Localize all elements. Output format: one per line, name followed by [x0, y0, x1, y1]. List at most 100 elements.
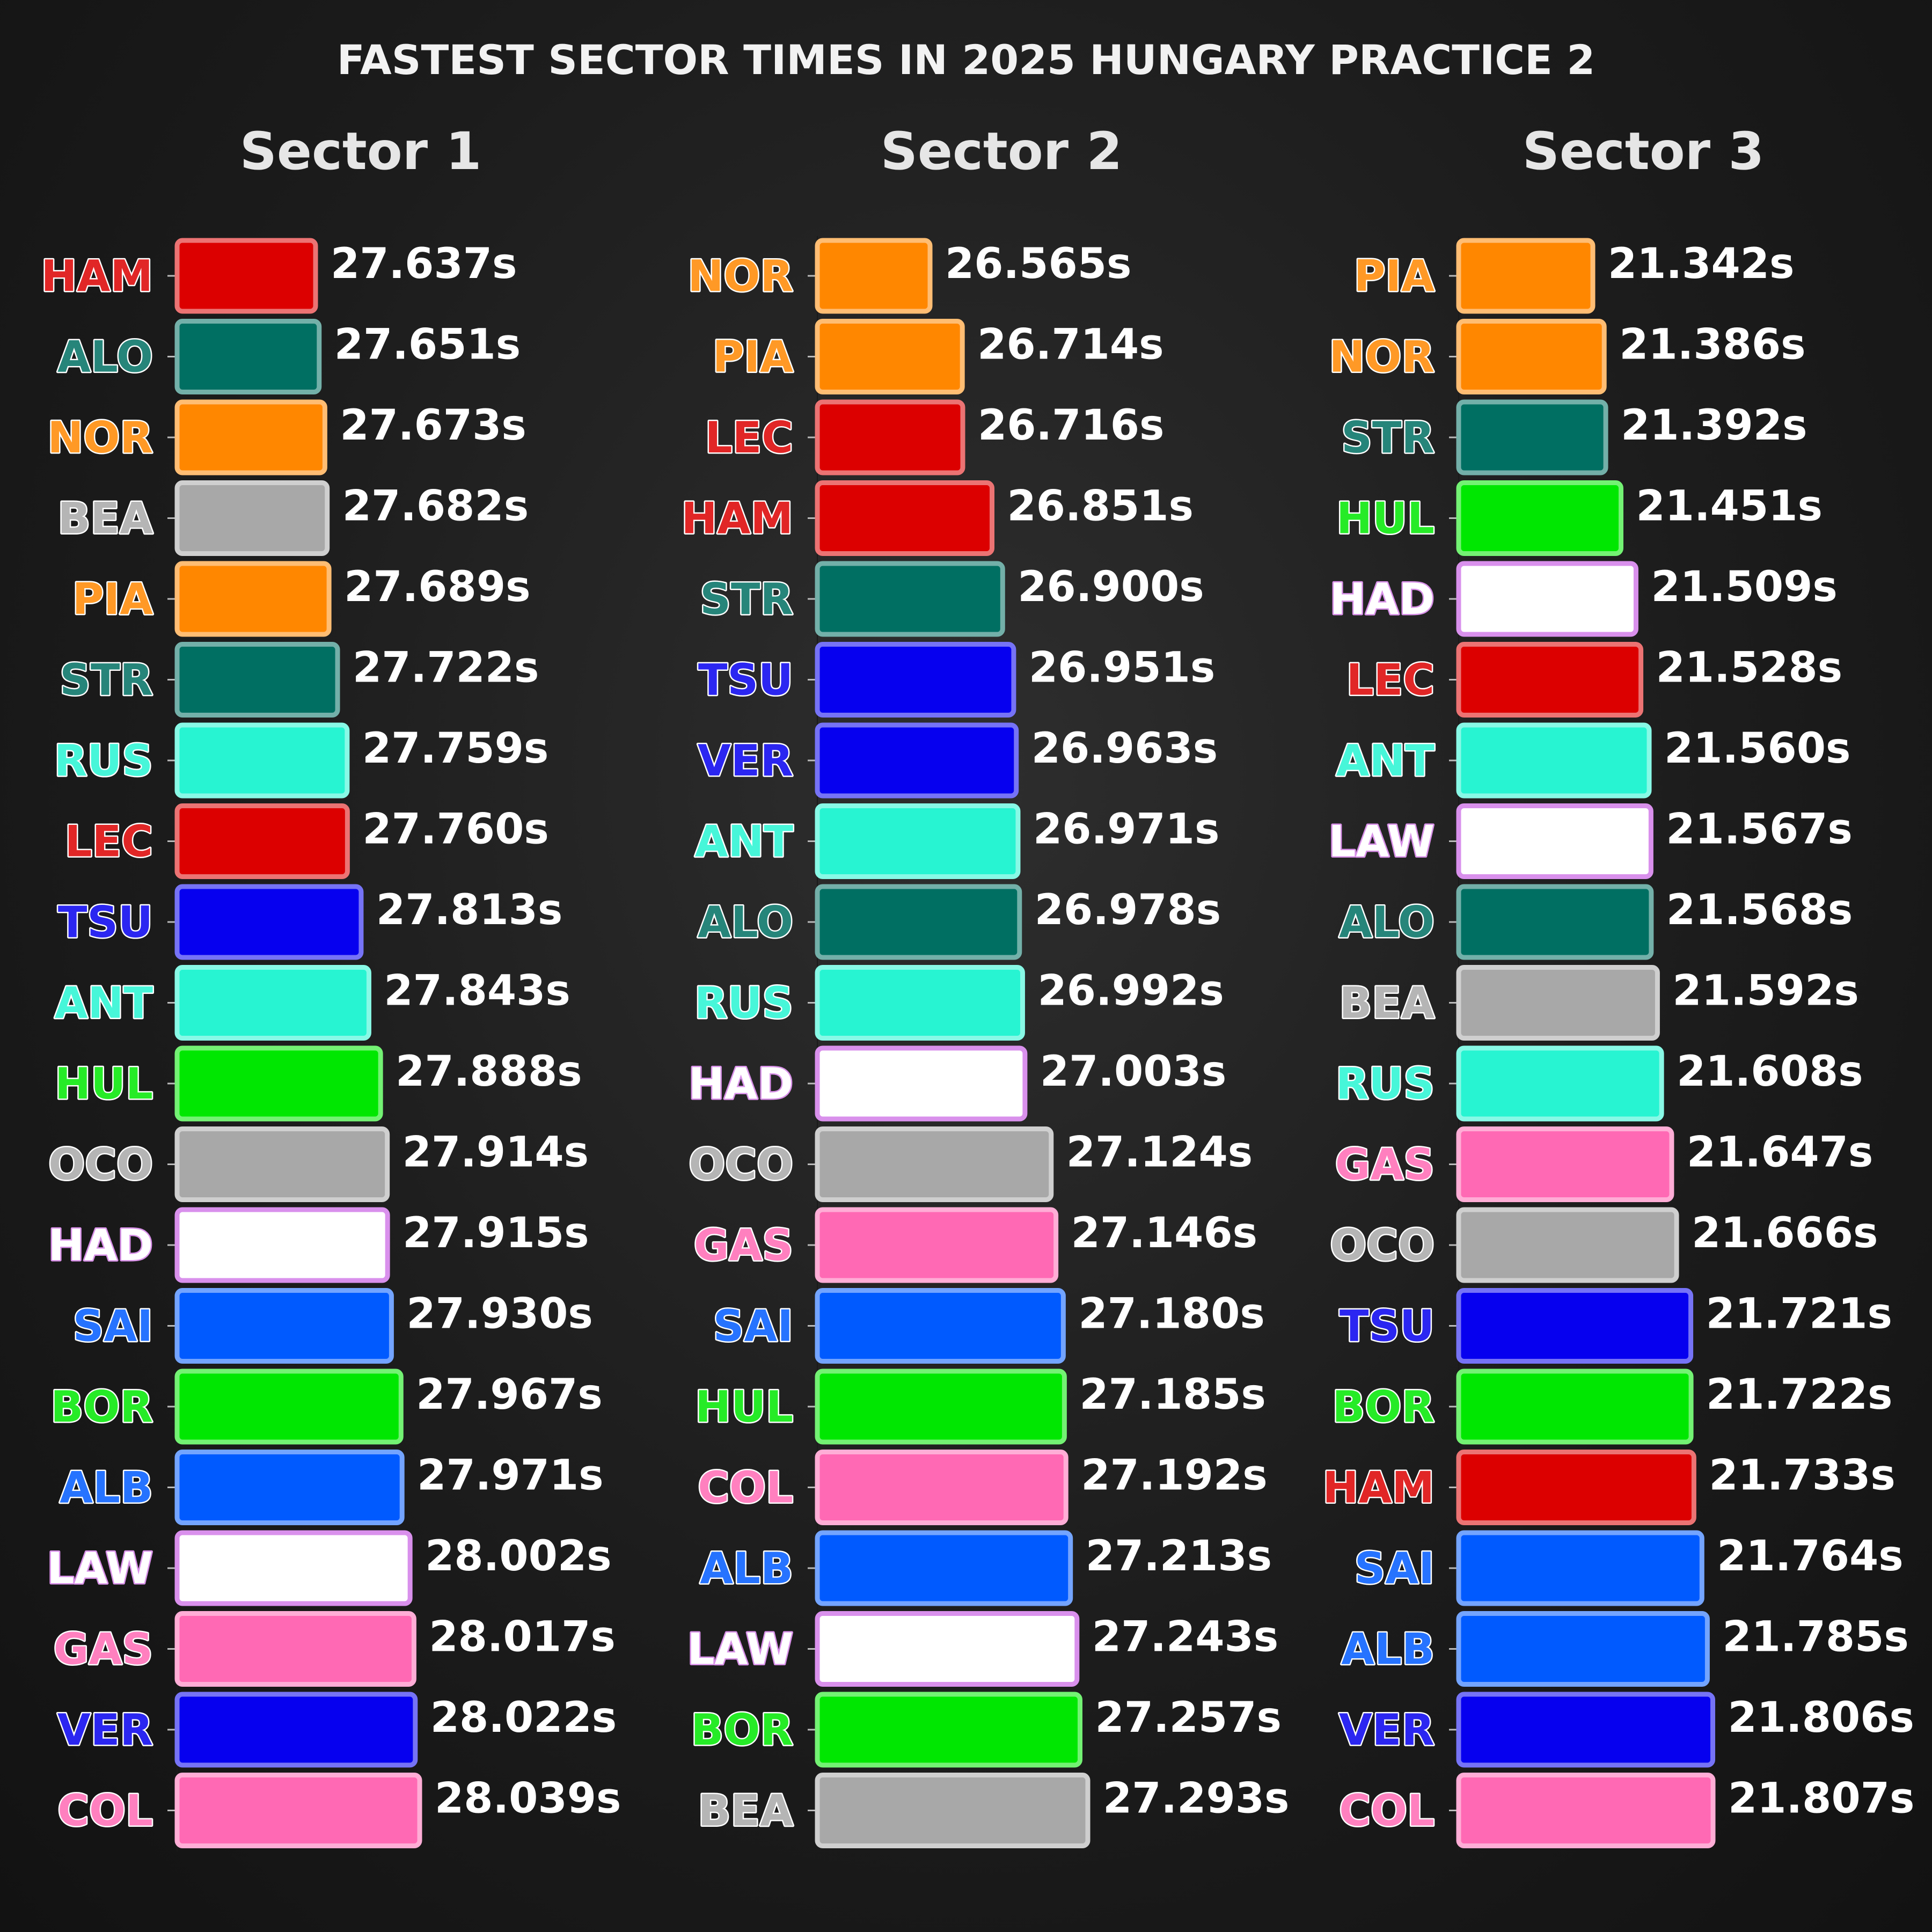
time-label: 26.716s: [978, 401, 1164, 450]
driver-label: HAM: [682, 494, 793, 544]
driver-label: NOR: [47, 413, 153, 463]
driver-label: ALB: [700, 1543, 793, 1593]
driver-label: NOR: [1329, 332, 1435, 382]
bar-alb: [817, 1533, 1071, 1604]
driver-label: LAW: [687, 1624, 793, 1674]
driver-label: NOR: [687, 251, 793, 301]
time-label: 27.651s: [334, 321, 521, 369]
driver-label: TSU: [58, 897, 153, 947]
time-label: 27.843s: [384, 967, 570, 1015]
time-label: 21.509s: [1651, 563, 1837, 611]
driver-label: BEA: [1339, 978, 1435, 1028]
time-label: 27.185s: [1079, 1371, 1265, 1419]
bar-gas: [817, 1210, 1056, 1280]
sector-panel-1: Sector 1 HAM 27.637s ALO 27.651s NOR 27.673s BE…: [41, 121, 621, 1851]
driver-label: HAD: [48, 1220, 153, 1270]
bar-tsu: [817, 645, 1014, 715]
time-label: 26.971s: [1033, 806, 1219, 854]
driver-label: ANT: [695, 817, 794, 867]
time-label: 26.900s: [1018, 563, 1204, 611]
bar-bea: [1459, 968, 1657, 1038]
time-label: 28.017s: [429, 1613, 615, 1662]
time-label: 27.759s: [362, 724, 548, 773]
time-label: 27.971s: [417, 1452, 603, 1500]
time-label: 27.637s: [331, 240, 517, 288]
bar-rus: [1459, 1048, 1662, 1119]
time-label: 28.022s: [430, 1694, 617, 1742]
bar-hul: [817, 1371, 1064, 1442]
bar-col: [177, 1775, 420, 1846]
time-label: 26.851s: [1007, 482, 1194, 531]
time-label: 21.807s: [1728, 1775, 1914, 1823]
time-label: 27.930s: [406, 1290, 592, 1338]
driver-label: COL: [1339, 1786, 1435, 1836]
bar-alo: [817, 887, 1020, 957]
driver-label: BOR: [691, 1705, 793, 1755]
driver-label: ANT: [55, 978, 153, 1028]
sector-panel-2: Sector 2 NOR 26.565s PIA 26.714s LEC 26.716s HA…: [682, 121, 1290, 1851]
driver-label: OCO: [1330, 1220, 1435, 1270]
driver-label: LEC: [705, 413, 793, 463]
driver-label: RUS: [1336, 1059, 1435, 1109]
driver-label: STR: [60, 655, 153, 705]
driver-label: ALB: [60, 1463, 153, 1513]
bar-str: [1459, 402, 1606, 473]
bar-rus: [177, 725, 347, 796]
driver-label: BEA: [698, 1786, 793, 1836]
driver-label: HUL: [55, 1059, 153, 1109]
bar-tsu: [1459, 1291, 1691, 1362]
time-label: 21.647s: [1687, 1129, 1873, 1177]
driver-label: STR: [1341, 413, 1435, 463]
bar-sai: [1459, 1533, 1702, 1604]
bar-ver: [177, 1694, 415, 1765]
bar-gas: [177, 1614, 414, 1685]
driver-label: SAI: [1355, 1543, 1435, 1593]
time-label: 27.813s: [376, 886, 562, 934]
driver-label: COL: [698, 1463, 793, 1513]
bar-had: [177, 1210, 387, 1280]
driver-label: GAS: [54, 1624, 153, 1674]
time-label: 27.914s: [402, 1129, 589, 1177]
driver-label: ALB: [1341, 1624, 1435, 1674]
time-label: 27.003s: [1040, 1048, 1226, 1096]
time-label: 21.528s: [1656, 644, 1842, 692]
time-label: 21.560s: [1664, 724, 1850, 773]
bar-col: [817, 1452, 1066, 1523]
bar-oco: [1459, 1210, 1677, 1280]
time-label: 21.722s: [1706, 1371, 1892, 1419]
chart-title: FASTEST SECTOR TIMES IN 2025 HUNGARY PRA…: [337, 36, 1596, 84]
driver-label: BOR: [50, 1382, 153, 1432]
time-label: 21.342s: [1608, 240, 1794, 288]
sector-panel-3: Sector 3 PIA 21.342s NOR 21.386s STR 21.392s HU…: [1323, 121, 1915, 1851]
bar-ver: [1459, 1694, 1713, 1765]
bar-ant: [1459, 725, 1649, 796]
time-label: 27.967s: [416, 1371, 602, 1419]
driver-label: PIA: [1354, 251, 1435, 301]
driver-label: PIA: [72, 574, 153, 624]
bar-alb: [177, 1452, 402, 1523]
time-label: 26.978s: [1035, 886, 1221, 934]
bar-tsu: [177, 887, 361, 957]
driver-label: SAI: [73, 1301, 153, 1351]
time-label: 27.180s: [1078, 1290, 1264, 1338]
time-label: 26.714s: [977, 321, 1163, 369]
driver-label: OCO: [689, 1140, 793, 1190]
bar-pia: [1459, 240, 1593, 311]
time-label: 21.386s: [1619, 321, 1805, 369]
driver-label: LAW: [47, 1543, 153, 1593]
bar-lec: [817, 402, 963, 473]
bar-ver: [817, 725, 1016, 796]
time-label: 21.764s: [1717, 1532, 1903, 1580]
bar-law: [1459, 806, 1651, 877]
bar-alb: [1459, 1614, 1707, 1685]
time-label: 21.392s: [1621, 401, 1807, 450]
bar-alo: [1459, 887, 1651, 957]
bar-sai: [177, 1291, 391, 1362]
driver-label: HUL: [695, 1382, 793, 1432]
bar-hul: [177, 1048, 380, 1119]
time-label: 21.806s: [1728, 1694, 1914, 1742]
driver-label: HAD: [1330, 574, 1435, 624]
driver-label: RUS: [54, 736, 153, 786]
bar-bor: [177, 1371, 401, 1442]
